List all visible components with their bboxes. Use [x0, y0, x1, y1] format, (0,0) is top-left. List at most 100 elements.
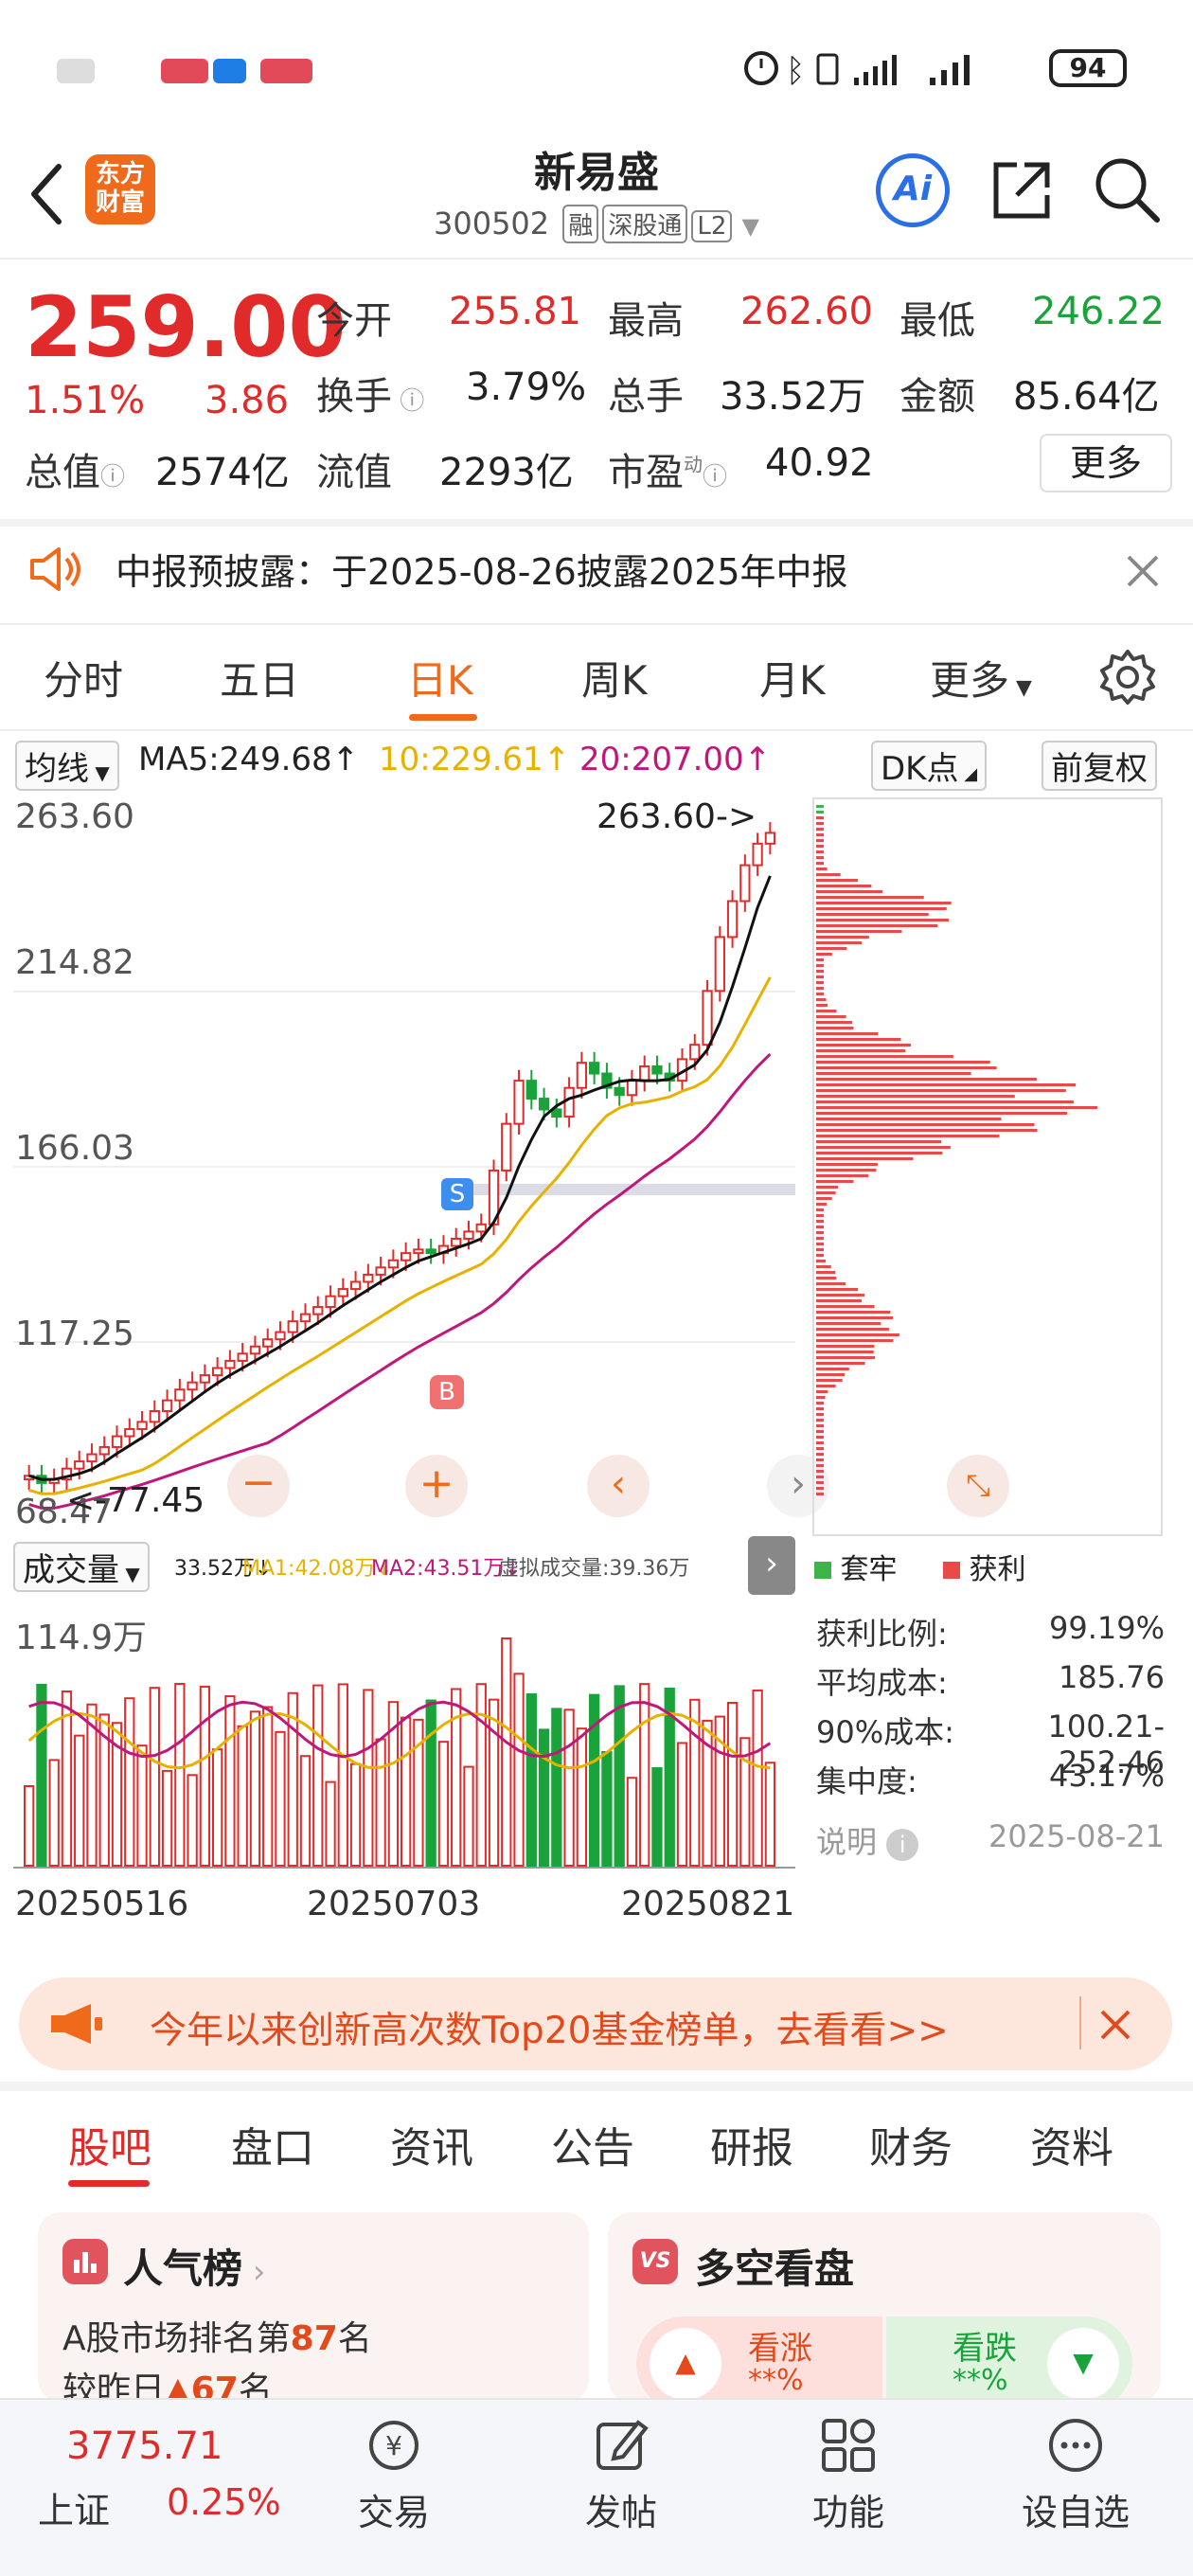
close-icon[interactable]	[1098, 2008, 1132, 2042]
volume-bar	[61, 1690, 73, 1868]
chip-bar	[816, 1015, 846, 1018]
expand-panel-icon[interactable]: ›	[748, 1536, 795, 1595]
popularity-card[interactable]: 人气榜 › A股市场排名第87名 较昨日▲67名	[38, 2212, 589, 2402]
index-value[interactable]: 3775.71	[66, 2424, 223, 2468]
back-icon[interactable]	[27, 161, 64, 227]
virtual-volume: 虚拟成交量:39.36万	[498, 1557, 690, 1581]
tab-intraday[interactable]: 分时	[44, 657, 124, 704]
candle-body	[174, 1388, 186, 1402]
tab-profile[interactable]: 资料	[1030, 2124, 1113, 2173]
chip-bar	[816, 1288, 859, 1291]
ma5-readout: MA5:249.68↑	[138, 741, 360, 778]
tab-more[interactable]: 更多 ▼	[930, 657, 1032, 704]
candlestick-chart[interactable]	[13, 797, 795, 1536]
fullscreen-icon[interactable]: ⤡	[947, 1455, 1009, 1517]
chip-bar	[816, 1049, 906, 1052]
bottom-nav	[0, 2398, 1193, 2576]
mktcap-label[interactable]: 总值ⓘ	[25, 451, 126, 494]
tab-financials[interactable]: 财务	[869, 2124, 953, 2173]
chip-bar	[816, 1424, 824, 1427]
arrow-up-icon: ▲	[650, 2328, 721, 2400]
chip-bar	[816, 1066, 997, 1069]
tab-daily[interactable]: 日K	[407, 657, 473, 704]
bear-button[interactable]: 看跌 **% ▼	[886, 2317, 1132, 2402]
more-button[interactable]: 更多	[1040, 434, 1172, 492]
chip-bar	[816, 896, 924, 899]
tab-monthly[interactable]: 月K	[759, 657, 826, 704]
tab-orderbook[interactable]: 盘口	[231, 2124, 314, 2173]
float-label: 流值	[316, 451, 392, 494]
chip-bar	[816, 1356, 876, 1359]
candle-body	[124, 1427, 135, 1438]
volume-bar	[124, 1697, 135, 1867]
chip-bar	[816, 1282, 846, 1285]
more-dots-icon[interactable]	[1045, 2415, 1106, 2476]
pe-label[interactable]: 市盈动ⓘ	[608, 451, 728, 494]
trade-icon[interactable]: ¥	[364, 2415, 424, 2476]
candle-body	[262, 1338, 274, 1348]
chip-bar	[816, 1129, 1038, 1132]
chip-bar	[816, 902, 952, 904]
tab-news[interactable]: 资讯	[390, 2124, 473, 2173]
tab-weekly[interactable]: 周K	[581, 657, 648, 704]
zoom-in-button[interactable]: +	[405, 1455, 468, 1517]
chip-bar	[816, 1419, 824, 1422]
nav-functions[interactable]: 功能	[811, 2492, 884, 2533]
adjust-button[interactable]: 前复权	[1042, 741, 1157, 791]
tab-five-day[interactable]: 五日	[220, 657, 300, 704]
chip-bar	[816, 924, 938, 927]
volume-indicator-selector[interactable]: 成交量 ▼	[13, 1542, 150, 1592]
chip-bar	[816, 1447, 824, 1450]
popularity-title[interactable]: 人气榜 ›	[123, 2245, 266, 2292]
chip-bar	[816, 828, 824, 831]
gear-icon[interactable]	[1098, 648, 1157, 707]
volume-bar	[36, 1683, 47, 1867]
search-icon[interactable]	[1091, 153, 1163, 225]
bull-button[interactable]: ▲ 看涨 **%	[636, 2317, 882, 2402]
volume-bar	[463, 1765, 474, 1867]
chevron-down-icon[interactable]: ▼	[741, 213, 760, 240]
zoom-out-button[interactable]: −	[227, 1455, 290, 1517]
sell-marker[interactable]: S	[441, 1178, 473, 1210]
volume-bar	[576, 1727, 588, 1867]
chip-bar	[816, 1021, 853, 1024]
brand-logo: 东方 财富	[85, 154, 155, 224]
amount-value: 85.64亿	[1013, 375, 1160, 419]
nav-post[interactable]: 发帖	[584, 2492, 657, 2533]
nav-trade[interactable]: 交易	[357, 2492, 430, 2533]
index-pct[interactable]: 0.25%	[167, 2481, 281, 2523]
volume-bar	[98, 1713, 110, 1868]
grid-icon[interactable]	[818, 2415, 879, 2476]
turnover-label[interactable]: 换手 ⓘ	[316, 375, 425, 419]
volume-chart[interactable]	[13, 1601, 795, 1875]
index-name[interactable]: 上证	[38, 2490, 111, 2531]
chip-bar	[816, 1481, 824, 1484]
buy-marker[interactable]: B	[430, 1375, 464, 1409]
ai-assistant-button[interactable]: Ai	[876, 153, 950, 227]
volume-bar	[513, 1673, 525, 1867]
notice-text[interactable]: 中报预披露：于2025-08-26披露2025年中报	[116, 551, 848, 593]
promo-text[interactable]: 今年以来创新高次数Top20基金榜单，去看看>>	[150, 2010, 949, 2052]
promo-banner[interactable]	[19, 1977, 1172, 2070]
dk-point-button[interactable]: DK点 ◢	[871, 741, 988, 791]
volume-bar	[136, 1744, 148, 1868]
chip-stat-value: 100.21-252.46	[1047, 1708, 1165, 1780]
tab-forum[interactable]: 股吧	[68, 2124, 151, 2173]
edit-post-icon[interactable]	[591, 2415, 651, 2476]
indicator-selector[interactable]: 均线 ▼	[15, 741, 119, 791]
share-icon[interactable]	[988, 157, 1055, 224]
chip-help-link[interactable]: 说明 i	[816, 1818, 919, 1862]
tab-research[interactable]: 研报	[710, 2124, 793, 2173]
scroll-left-button[interactable]: ‹	[587, 1455, 650, 1517]
volume-bar	[337, 1683, 348, 1868]
volume-bar	[563, 1708, 575, 1867]
close-icon[interactable]	[1125, 553, 1161, 589]
nav-watchlist[interactable]: 设自选	[1021, 2492, 1130, 2533]
candle-body	[689, 1044, 701, 1061]
sentiment-card[interactable]: VS 多空看盘 ▲ 看涨 **% 看跌 **% ▼	[608, 2212, 1161, 2402]
candle-body	[74, 1460, 85, 1470]
volume-bar	[651, 1766, 663, 1867]
open-label: 今开	[316, 299, 392, 343]
tab-announcements[interactable]: 公告	[551, 2124, 634, 2173]
volume-bar	[161, 1769, 173, 1868]
